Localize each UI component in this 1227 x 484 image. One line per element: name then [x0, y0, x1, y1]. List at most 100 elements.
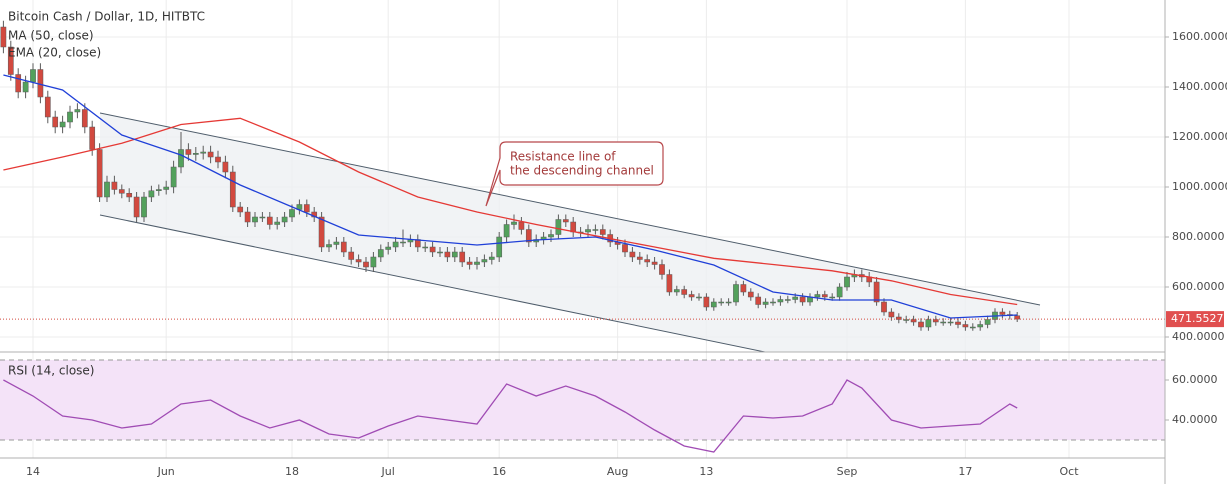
candle-body — [15, 74, 22, 93]
candle-body — [437, 251, 443, 254]
candle-body — [200, 151, 207, 154]
rsi-title: RSI (14, close) — [8, 364, 94, 378]
candle-body — [266, 216, 273, 225]
candle-body — [52, 116, 59, 128]
candle-body — [148, 190, 155, 198]
candle-body — [89, 126, 96, 150]
candle-body — [895, 316, 902, 320]
y-tick-label: 600.0000 — [1172, 280, 1225, 293]
candle-body — [925, 319, 932, 328]
rsi-band — [0, 360, 1165, 440]
candle-body — [363, 261, 369, 268]
candle-body — [215, 156, 221, 163]
candle-body — [718, 301, 725, 304]
candle-body — [141, 196, 147, 218]
candle-body — [111, 181, 118, 190]
candle-body — [178, 149, 184, 168]
candle-body — [133, 196, 140, 218]
candle-body — [496, 236, 503, 258]
candle-body — [984, 319, 991, 325]
indicator-line — [3, 117, 1018, 306]
candle-body — [873, 281, 880, 303]
x-tick-label: Sep — [837, 465, 858, 478]
candle-body — [762, 301, 769, 305]
candle-body — [104, 181, 110, 198]
candle-body — [821, 294, 828, 298]
annotation-line: Resistance line of — [510, 150, 616, 164]
y-tick-label: 1000.0000 — [1172, 180, 1227, 193]
candle-body — [548, 234, 554, 238]
legend-entry: EMA (20, close) — [8, 46, 101, 60]
x-tick-label: Oct — [1059, 465, 1079, 478]
candle-body — [918, 321, 924, 328]
y-tick-label: 800.0000 — [1172, 230, 1225, 243]
plot — [0, 20, 1165, 331]
candle-body — [518, 221, 525, 230]
candle-body — [74, 109, 81, 113]
annotation: Resistance line of the descending channe… — [485, 141, 664, 207]
candle-body — [451, 251, 458, 258]
x-tick-label: 16 — [492, 465, 506, 478]
candle-body — [126, 193, 133, 198]
candle-body — [192, 153, 199, 155]
candle-body — [903, 319, 910, 321]
candle-body — [340, 241, 347, 253]
legend-entry: MA (50, close) — [8, 29, 94, 43]
candle-body — [733, 284, 739, 303]
candle-body — [0, 26, 7, 48]
candle-body — [44, 96, 51, 118]
legend: Bitcoin Cash / Dollar, 1D, HITBTC MA (50… — [8, 10, 205, 378]
candle-body — [252, 216, 258, 223]
candle-body — [488, 256, 495, 260]
candle-body — [96, 149, 103, 198]
x-tick-label: Aug — [607, 465, 628, 478]
x-tick-label: 14 — [26, 465, 40, 478]
candle-body — [836, 286, 843, 298]
candle-body — [1014, 315, 1021, 320]
candle-body — [429, 246, 436, 253]
last-price-label: 471.5527 — [1171, 312, 1224, 325]
candle-body — [7, 46, 14, 75]
candle-body — [237, 206, 244, 213]
indicator-line — [3, 74, 1018, 319]
candle-body — [585, 229, 591, 233]
candle-body — [592, 229, 599, 231]
candle-body — [459, 251, 466, 263]
candle-body — [651, 261, 658, 265]
channel-upper — [99, 112, 1041, 306]
candle-body — [348, 251, 355, 260]
candle-body — [318, 216, 325, 248]
candle-body — [81, 109, 88, 128]
candle-body — [792, 296, 799, 300]
candle-body — [881, 301, 887, 313]
candle-body — [525, 229, 532, 243]
annotation-line: the descending channel — [510, 164, 654, 178]
candle-body — [392, 241, 399, 248]
rsi-line — [3, 379, 1018, 453]
last-price-box — [1166, 311, 1224, 328]
candle-body — [22, 81, 29, 93]
candle-body — [955, 321, 961, 325]
y-tick-label: 1400.0000 — [1172, 80, 1227, 93]
x-tick-label: 18 — [285, 465, 299, 478]
candle-body — [281, 216, 288, 223]
candle-body — [599, 229, 606, 235]
candle-body — [636, 256, 643, 260]
candle-body — [207, 151, 214, 158]
candle-body — [725, 301, 732, 304]
candle-body — [511, 221, 517, 225]
candle-body — [703, 296, 710, 308]
candle-body — [844, 276, 850, 288]
candle-body — [747, 291, 754, 298]
candle-body — [740, 284, 747, 293]
candle-body — [555, 219, 562, 235]
candle-body — [673, 289, 680, 293]
candle-body — [688, 294, 695, 298]
candle-body — [947, 321, 954, 324]
candle-body — [629, 251, 636, 258]
x-tick-label: Jul — [381, 465, 395, 478]
channel-lower — [99, 214, 766, 353]
candle-body — [710, 301, 717, 308]
candle-body — [622, 244, 628, 253]
